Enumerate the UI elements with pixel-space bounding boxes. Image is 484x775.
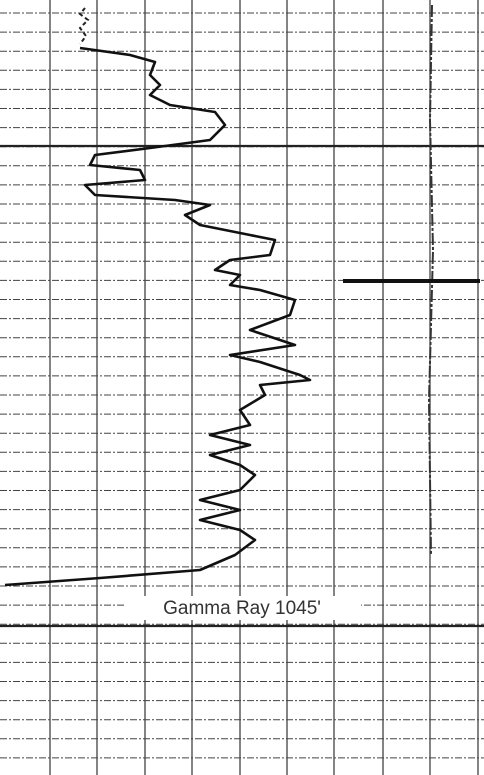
curve-label: Gamma Ray 1045' <box>163 598 321 619</box>
label-background <box>125 596 361 620</box>
secondary-trace <box>427 4 435 556</box>
gamma-curve-start <box>78 7 90 45</box>
gamma-curve <box>4 46 312 587</box>
